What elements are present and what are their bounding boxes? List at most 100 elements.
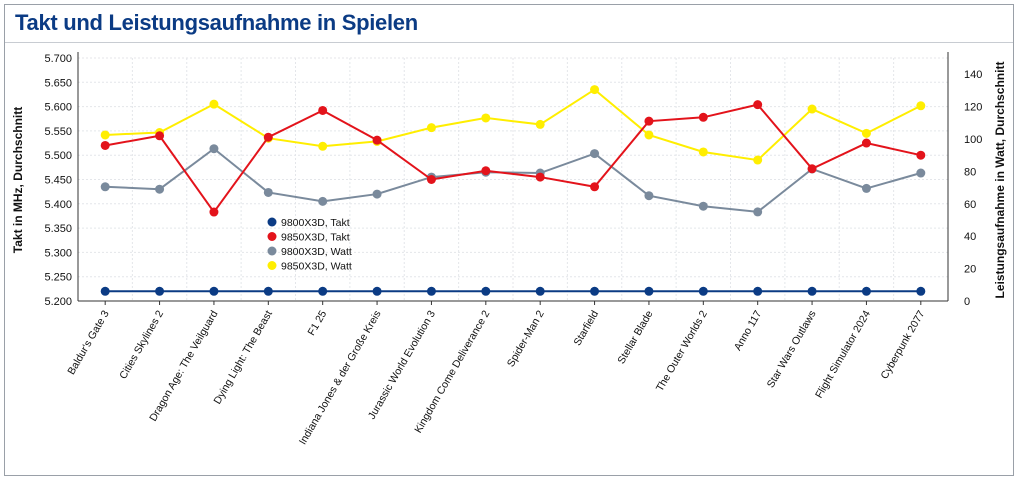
data-point <box>807 286 817 296</box>
data-point <box>916 286 926 296</box>
data-point <box>155 184 165 194</box>
data-point <box>209 286 219 296</box>
x-category-label: Star Wars Outlaws <box>765 309 819 390</box>
x-category-label: Cities Skylines 2 <box>117 308 166 381</box>
y-right-tick-label: 80 <box>964 166 976 178</box>
data-point <box>481 166 491 176</box>
y-axis-right-title: Leistungsaufnahme in Watt, Durchschnitt <box>993 62 1007 299</box>
data-point <box>916 101 926 111</box>
y-right-tick-label: 20 <box>964 264 976 276</box>
data-point <box>698 286 708 296</box>
data-point <box>861 183 871 193</box>
data-point <box>263 132 273 142</box>
x-category-label: Dying Light: The Beast <box>211 308 274 406</box>
data-point <box>644 130 654 140</box>
x-category-label: Flight Simulator 2024 <box>813 308 873 400</box>
series-line-1 <box>105 103 922 214</box>
y-right-tick-label: 60 <box>964 199 976 211</box>
data-point <box>807 104 817 114</box>
y-left-tick-label: 5.300 <box>44 247 72 259</box>
data-point <box>318 141 328 151</box>
data-point <box>861 286 871 296</box>
data-point <box>590 182 600 192</box>
y-left-tick-label: 5.600 <box>44 102 72 114</box>
series-line-3 <box>105 88 922 162</box>
legend-label: 9800X3D, Watt <box>281 246 352 258</box>
chart-frame: Takt und Leistungsaufnahme in Spielen <box>4 4 1014 476</box>
data-point <box>426 123 436 133</box>
data-point <box>209 207 219 217</box>
grid-lines <box>77 57 949 302</box>
data-point <box>644 191 654 201</box>
x-category-label: Stellar Blade <box>615 308 655 366</box>
data-point <box>155 286 165 296</box>
data-point <box>481 113 491 123</box>
series-line-2 <box>105 147 922 213</box>
y-right-tick-label: 40 <box>964 231 976 243</box>
y-right-tick-label: 140 <box>964 69 982 81</box>
data-point <box>861 138 871 148</box>
legend-label: 9850X3D, Watt <box>281 261 352 273</box>
y-left-tick-label: 5.200 <box>44 296 72 308</box>
title-bar: Takt und Leistungsaufnahme in Spielen <box>5 5 1013 43</box>
data-point <box>100 182 110 192</box>
data-point <box>209 99 219 109</box>
x-category-label: Cyberpunk 2077 <box>878 308 927 381</box>
legend-marker <box>267 232 277 241</box>
data-point <box>263 286 273 296</box>
legend-marker <box>267 246 277 256</box>
data-point <box>535 172 545 182</box>
data-point <box>698 201 708 211</box>
x-category-label: Starfield <box>572 308 602 347</box>
y-left-tick-label: 5.500 <box>44 150 72 162</box>
y-left-tick-label: 5.400 <box>44 199 72 211</box>
chart-title: Takt und Leistungsaufnahme in Spielen <box>15 10 418 35</box>
y-right-tick-label: 120 <box>964 102 982 114</box>
y-left-tick-label: 5.550 <box>44 126 72 138</box>
data-point <box>753 207 763 217</box>
data-point <box>318 105 328 115</box>
data-point <box>861 128 871 138</box>
data-point <box>916 168 926 178</box>
y-axis-left-title: Takt in MHz, Durchschnitt <box>11 107 25 253</box>
y-right-tick-label: 0 <box>964 296 970 308</box>
data-point <box>753 100 763 110</box>
data-point <box>590 286 600 296</box>
x-category-label: Spider-Man 2 <box>505 308 547 369</box>
data-point <box>155 131 165 141</box>
x-category-label: The Outer Worlds 2 <box>654 308 710 393</box>
x-category-label: Baldur's Gate 3 <box>65 308 111 377</box>
data-point <box>807 164 817 174</box>
data-point <box>535 286 545 296</box>
data-point <box>426 286 436 296</box>
data-point <box>372 189 382 199</box>
data-point <box>590 85 600 95</box>
data-point <box>753 286 763 296</box>
data-point <box>372 135 382 145</box>
data-point <box>426 175 436 184</box>
data-point <box>100 286 110 296</box>
data-point <box>100 140 110 150</box>
y-right-tick-label: 100 <box>964 134 982 146</box>
y-left-tick-label: 5.350 <box>44 223 72 235</box>
data-point <box>590 149 600 159</box>
data-point <box>698 147 708 157</box>
data-point <box>100 130 110 140</box>
data-point <box>698 112 708 122</box>
y-left-tick-label: 5.250 <box>44 272 72 284</box>
data-point <box>535 119 545 129</box>
y-left-tick-label: 5.450 <box>44 175 72 187</box>
data-point <box>318 196 328 206</box>
legend-marker <box>267 217 277 227</box>
legend-label: 9850X3D, Takt <box>281 232 350 244</box>
data-point <box>644 286 654 296</box>
x-category-label: F1 25 <box>305 308 329 337</box>
data-point <box>916 150 926 160</box>
data-point <box>263 187 273 197</box>
series-lines <box>100 85 926 296</box>
legend: 9800X3D, Takt 9850X3D, Takt 9800X3D, Watt 9… <box>267 217 352 273</box>
x-category-label: Anno 117 <box>732 308 765 352</box>
data-point <box>372 286 382 296</box>
data-point <box>644 116 654 126</box>
